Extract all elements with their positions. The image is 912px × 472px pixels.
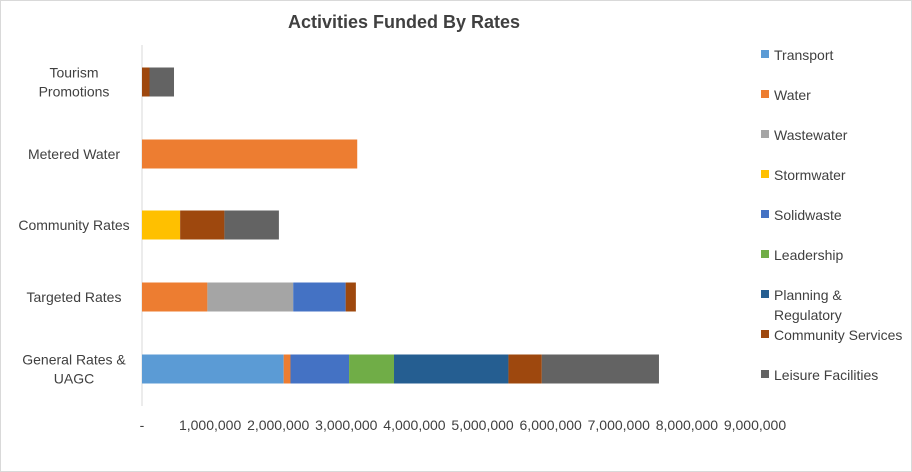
legend-label: Stormwater xyxy=(774,165,912,185)
legend-swatch xyxy=(761,330,769,338)
bar-segment xyxy=(142,210,181,240)
legend-swatch xyxy=(761,370,769,378)
legend-item: Solidwaste xyxy=(761,205,911,245)
category-label: Tourism xyxy=(49,65,98,81)
bar-segment xyxy=(224,210,279,240)
bar-segment xyxy=(207,282,294,312)
x-tick-label: 7,000,000 xyxy=(588,417,650,433)
bar-segment xyxy=(508,354,542,384)
legend-label-line: Planning & xyxy=(774,287,842,303)
bar-segment xyxy=(394,354,509,384)
legend-swatch xyxy=(761,130,769,138)
legend-label: Planning & Regulatory xyxy=(774,285,912,325)
legend-label: Solidwaste xyxy=(774,205,912,225)
x-tick-label: 9,000,000 xyxy=(724,417,786,433)
bar-segment xyxy=(142,354,284,384)
legend-item: Stormwater xyxy=(761,165,911,205)
legend-label-line: Community Services xyxy=(774,327,903,343)
category-label: Promotions xyxy=(39,84,110,100)
category-label: Metered Water xyxy=(28,146,120,162)
bar-segment xyxy=(142,139,358,169)
chart-legend: Transport Water Wastewater Stormwater Solidw… xyxy=(761,45,911,405)
bar-segment xyxy=(541,354,659,384)
x-tick-label: 4,000,000 xyxy=(383,417,445,433)
legend-item: Planning & Regulatory xyxy=(761,285,911,325)
bar-segment xyxy=(293,282,346,312)
legend-label: Water xyxy=(774,85,912,105)
legend-swatch xyxy=(761,250,769,258)
bar-segment xyxy=(290,354,350,384)
x-tick-label: 8,000,000 xyxy=(656,417,718,433)
legend-label-line: Leisure Facilities xyxy=(774,367,879,383)
category-label: UAGC xyxy=(54,371,94,387)
bar-segment xyxy=(149,67,175,97)
bar-segment xyxy=(180,210,225,240)
legend-label-line: Regulatory xyxy=(774,307,842,323)
legend-swatch xyxy=(761,50,769,58)
legend-label: Community Services xyxy=(774,325,912,345)
legend-label: Transport xyxy=(774,45,912,65)
legend-item: Leisure Facilities xyxy=(761,365,911,405)
legend-swatch xyxy=(761,170,769,178)
legend-swatch xyxy=(761,90,769,98)
category-label: Community Rates xyxy=(18,217,129,233)
legend-item: Community Services xyxy=(761,325,911,365)
bar-segment xyxy=(142,282,208,312)
x-tick-label: 3,000,000 xyxy=(315,417,377,433)
legend-swatch xyxy=(761,290,769,298)
bar-segment xyxy=(142,67,150,97)
legend-label-line: Wastewater xyxy=(774,127,848,143)
x-tick-label: 2,000,000 xyxy=(247,417,309,433)
legend-label-line: Water xyxy=(774,87,811,103)
bar-segment xyxy=(349,354,395,384)
legend-item: Leadership xyxy=(761,245,911,285)
legend-label-line: Leadership xyxy=(774,247,844,263)
legend-item: Transport xyxy=(761,45,911,85)
x-tick-label: 6,000,000 xyxy=(520,417,582,433)
x-tick-label: 5,000,000 xyxy=(451,417,513,433)
legend-label-line: Stormwater xyxy=(774,167,846,183)
category-label: Targeted Rates xyxy=(27,289,122,305)
x-tick-label: 1,000,000 xyxy=(179,417,241,433)
chart-title: Activities Funded By Rates xyxy=(287,12,521,32)
legend-item: Water xyxy=(761,85,911,125)
bar-segment xyxy=(283,354,291,384)
legend-label-line: Solidwaste xyxy=(774,207,842,223)
legend-label: Leisure Facilities xyxy=(774,365,912,385)
legend-label-line: Transport xyxy=(774,47,834,63)
legend-label: Wastewater xyxy=(774,125,912,145)
category-label: General Rates & xyxy=(22,352,126,368)
legend-swatch xyxy=(761,210,769,218)
x-tick-label: - xyxy=(140,417,145,433)
legend-label: Leadership xyxy=(774,245,912,265)
bar-segment xyxy=(345,282,356,312)
legend-item: Wastewater xyxy=(761,125,911,165)
